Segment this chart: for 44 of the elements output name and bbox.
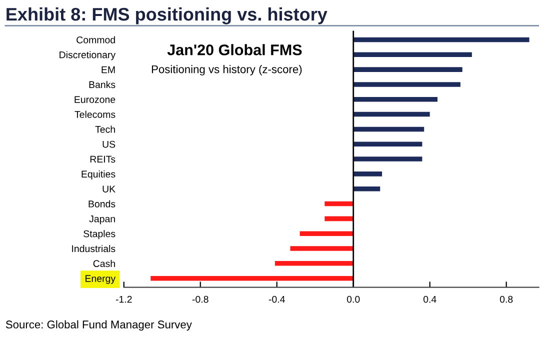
annotation: Positioning vs history (z-score) xyxy=(152,65,302,76)
y-tick-label: Discretionary xyxy=(60,51,116,60)
y-tick-label: Japan xyxy=(89,216,115,224)
y-tick-label: EM xyxy=(102,66,115,74)
bar xyxy=(150,276,354,281)
annotation: Jan'20 Global FMS xyxy=(167,44,302,56)
bar xyxy=(353,126,424,132)
x-tick-label: -0.8 xyxy=(192,296,208,303)
x-tick-label: 0.8 xyxy=(500,296,513,303)
bar xyxy=(353,172,382,176)
bar xyxy=(324,216,354,222)
y-tick-label: Cash xyxy=(93,260,115,268)
y-tick-label: Bonds xyxy=(88,200,116,208)
bar xyxy=(353,82,460,87)
x-tick-label: 0.4 xyxy=(423,296,436,303)
chart-title: Exhibit 8: FMS positioning vs. history xyxy=(6,7,328,24)
y-tick-label: Banks xyxy=(89,80,116,88)
bar xyxy=(353,96,438,102)
bar xyxy=(274,261,354,266)
bar xyxy=(324,201,354,206)
y-tick-label: REITs xyxy=(90,156,116,163)
y-tick-label: Eurozone xyxy=(74,96,116,103)
y-tick-label: Telecoms xyxy=(74,110,116,118)
y-tick-label: Tech xyxy=(95,126,115,133)
x-tick-label: -0.4 xyxy=(268,296,285,303)
bar xyxy=(353,67,462,72)
bar xyxy=(353,186,380,192)
bar xyxy=(353,142,422,147)
bar xyxy=(353,52,472,58)
bar xyxy=(353,112,430,117)
x-tick-label: 0.0 xyxy=(346,296,360,303)
y-tick-label: Equities xyxy=(82,170,116,180)
bar xyxy=(300,231,354,236)
bar xyxy=(290,246,354,251)
x-tick-label: -1.2 xyxy=(116,296,132,303)
y-tick-label: UK xyxy=(102,186,116,192)
bar xyxy=(353,37,530,42)
bar xyxy=(353,156,422,162)
source-note: Source: Global Fund Manager Survey xyxy=(6,320,192,331)
y-tick-label: Industrials xyxy=(72,244,116,252)
y-tick-label: Staples xyxy=(84,230,116,240)
y-tick-label: Energy xyxy=(86,275,116,284)
y-tick-label: US xyxy=(102,140,116,148)
y-tick-label: Commod xyxy=(76,36,115,44)
